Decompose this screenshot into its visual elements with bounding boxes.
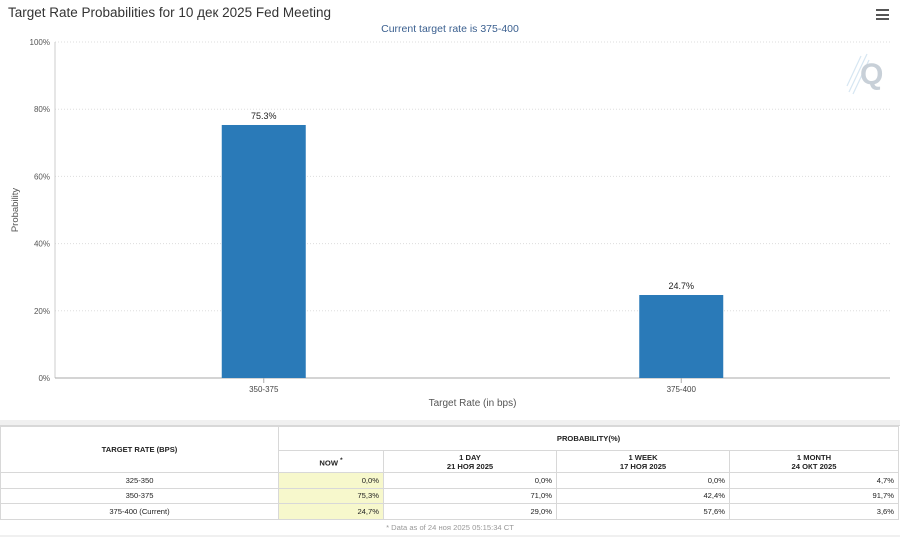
col-header-1-week: 1 WEEK 17 НОЯ 2025: [556, 450, 730, 473]
chart-subtitle: Current target rate is 375-400: [381, 23, 519, 35]
value-cell: 0,0%: [556, 472, 730, 489]
value-cell: 29,0%: [383, 503, 557, 520]
rate-cell: 350-375: [0, 487, 279, 504]
value-cell: 57,6%: [556, 503, 730, 520]
table-row: 375-400 (Current) 24,7% 29,0% 57,6% 3,6%: [0, 503, 900, 520]
col-header-probability: PROBABILITY(%): [277, 426, 900, 451]
period-date: 21 НОЯ 2025: [446, 461, 494, 471]
y-tick-label: 80%: [34, 105, 50, 114]
y-tick-label: 20%: [34, 307, 50, 316]
bar-chart: 0% 20% 40% 60% 80% 100% 75.3% 350-375 24.7% 375-4…: [10, 38, 890, 409]
now-value-cell: 75,3%: [278, 487, 384, 504]
bar: [639, 295, 724, 378]
bar-data-label: 24.7%: [668, 281, 694, 291]
period-label: 1 MONTH: [796, 452, 832, 462]
bar: [221, 124, 306, 378]
col-header-1-day: 1 DAY 21 НОЯ 2025: [383, 450, 557, 473]
y-axis-title: Probability: [10, 188, 21, 233]
period-date: 17 НОЯ 2025: [619, 461, 667, 471]
period-label: 1 DAY: [459, 452, 481, 462]
now-asterisk: *: [340, 456, 343, 464]
col-header-1-month: 1 MONTH 24 ОКТ 2025: [728, 450, 900, 473]
y-tick-label: 0%: [38, 374, 50, 383]
now-value-cell: 0,0%: [278, 472, 384, 489]
value-cell: 4,7%: [728, 472, 900, 489]
q-logo-watermark-icon: Q: [846, 53, 883, 95]
rate-cell: 325-350: [0, 472, 279, 489]
period-date: 24 ОКТ 2025: [791, 461, 837, 471]
y-tick-label: 60%: [34, 172, 50, 181]
y-tick-label: 100%: [30, 38, 50, 47]
x-tick-label: 350-375: [249, 385, 279, 394]
hamburger-menu-icon[interactable]: [876, 9, 889, 20]
probability-table-panel: TARGET RATE (BPS) PROBABILITY(%) NOW * 1…: [0, 425, 900, 535]
value-cell: 0,0%: [383, 472, 557, 489]
value-cell: 71,0%: [383, 487, 557, 504]
period-label: 1 WEEK: [628, 452, 658, 462]
y-tick-label: 40%: [34, 240, 50, 249]
table-row: 350-375 75,3% 71,0% 42,4% 91,7%: [0, 487, 900, 504]
now-label: NOW: [319, 458, 338, 468]
bar-data-label: 75.3%: [251, 111, 277, 121]
value-cell: 91,7%: [728, 487, 900, 504]
col-header-now: NOW *: [278, 450, 384, 473]
probability-table: TARGET RATE (BPS) PROBABILITY(%) NOW * 1…: [0, 426, 900, 520]
col-header-target-rate: TARGET RATE (BPS): [0, 426, 279, 473]
chart-panel: 0% 20% 40% 60% 80% 100% 75.3% 350-375 24.7% 375-4…: [0, 0, 900, 420]
table-row: 325-350 0,0% 0,0% 0,0% 4,7%: [0, 472, 900, 489]
data-timestamp-footnote: * Data as of 24 ноя 2025 05:15:34 CT: [386, 522, 514, 532]
value-cell: 3,6%: [728, 503, 900, 520]
now-value-cell: 24,7%: [278, 503, 384, 520]
chart-title: Target Rate Probabilities for 10 дек 202…: [8, 5, 331, 20]
value-cell: 42,4%: [556, 487, 730, 504]
svg-text:Q: Q: [860, 58, 883, 91]
x-tick-label: 375-400: [667, 385, 697, 394]
rate-cell: 375-400 (Current): [0, 503, 279, 520]
x-axis-title: Target Rate (in bps): [429, 398, 517, 409]
